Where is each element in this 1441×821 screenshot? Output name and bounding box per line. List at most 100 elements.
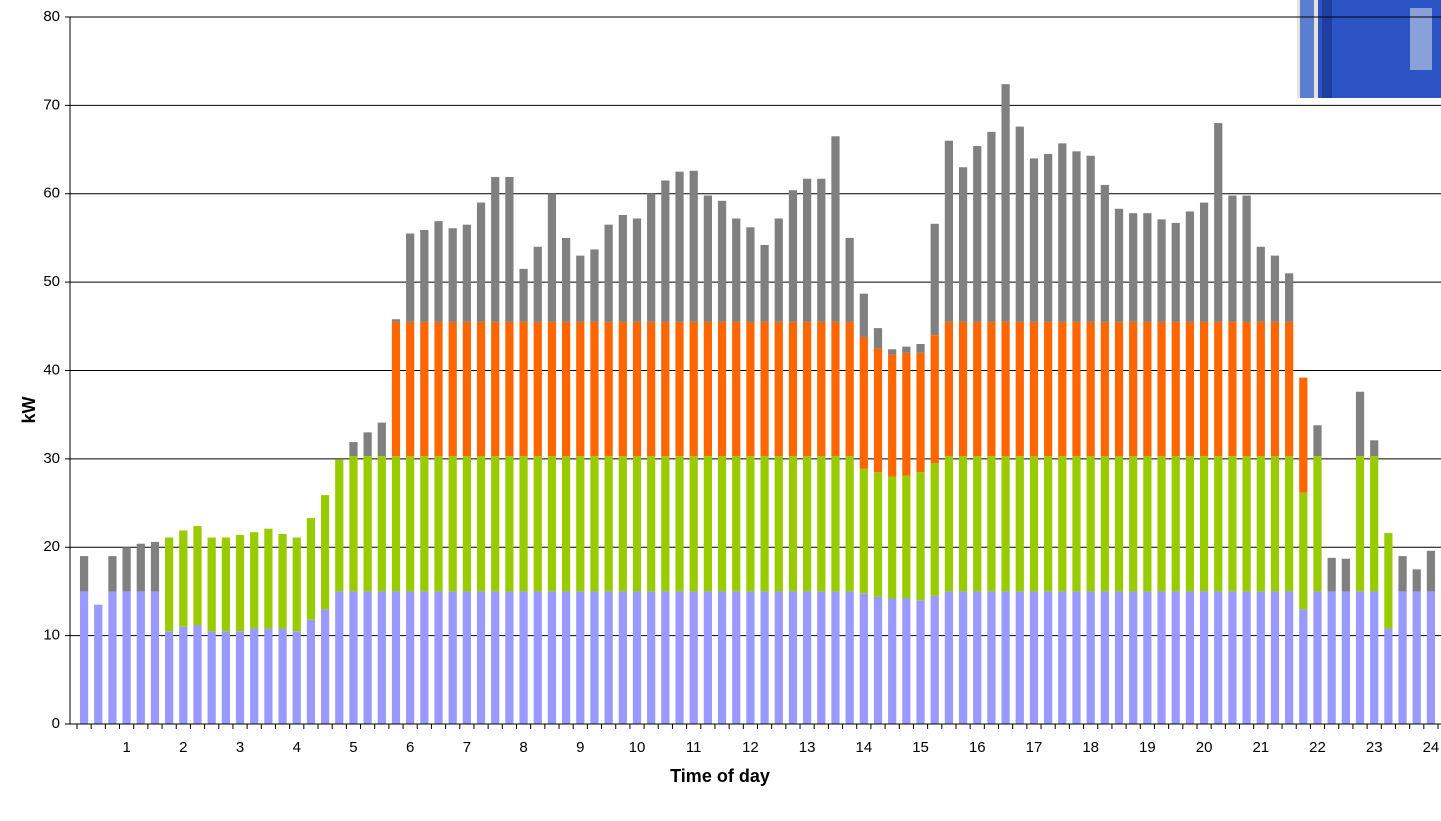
bar-segment xyxy=(1256,321,1265,457)
bar-segment xyxy=(888,476,897,599)
bar-segment xyxy=(760,245,769,322)
bar-segment xyxy=(377,591,386,724)
bar-segment xyxy=(1029,158,1039,322)
y-tick-label: 50 xyxy=(43,273,60,290)
bar-segment xyxy=(1270,591,1280,724)
bar-segment xyxy=(717,456,727,592)
bar-segment xyxy=(349,442,358,457)
bar-segment xyxy=(1100,591,1109,724)
bar-segment xyxy=(1058,456,1067,592)
bar-segment xyxy=(434,591,443,724)
bar-segment xyxy=(250,628,259,724)
bar-segment xyxy=(491,176,500,322)
y-tick-label: 70 xyxy=(43,96,60,113)
bar-segment xyxy=(1157,321,1166,457)
bar-segment xyxy=(561,591,571,724)
bar-segment xyxy=(1143,591,1152,724)
bar-segment xyxy=(859,336,868,469)
bar-segment xyxy=(448,321,457,457)
bar-segment xyxy=(1029,456,1039,592)
bar-segment xyxy=(689,591,698,724)
bar-segment xyxy=(590,456,599,592)
bar-segment xyxy=(604,456,613,592)
bar-segment xyxy=(377,422,386,457)
bar-segment xyxy=(1129,321,1138,457)
bar-segment xyxy=(1228,195,1237,322)
bar-segment xyxy=(1285,456,1294,592)
bar-segment xyxy=(987,321,996,457)
x-tick-label: 3 xyxy=(236,739,244,756)
y-tick-label: 40 xyxy=(43,361,60,378)
bar-segment xyxy=(1242,195,1251,322)
photo-shadow xyxy=(1322,0,1332,98)
bar-segment xyxy=(476,202,486,322)
bar-segment xyxy=(760,321,769,457)
bar-segment xyxy=(576,456,585,592)
bar-segment xyxy=(1114,208,1124,322)
y-tick-label: 30 xyxy=(43,450,60,467)
bar-segment xyxy=(987,456,996,592)
bar-segment xyxy=(476,456,486,592)
bar-segment xyxy=(831,136,840,322)
bar-segment xyxy=(590,249,599,322)
bar-segment xyxy=(1256,246,1265,322)
bar-segment xyxy=(973,321,982,457)
bar-segment xyxy=(363,456,372,592)
bar-segment xyxy=(958,167,968,322)
bar-segment xyxy=(377,456,386,592)
bar-segment xyxy=(689,456,698,592)
bar-segment xyxy=(335,459,344,592)
bar-segment xyxy=(1171,222,1180,322)
bar-segment xyxy=(930,223,939,336)
bar-segment xyxy=(604,591,613,724)
x-tick-label: 7 xyxy=(463,739,471,756)
bar-segment xyxy=(888,354,897,477)
bar-segment xyxy=(1242,321,1251,457)
bar-segment xyxy=(519,591,528,724)
bar-segment xyxy=(958,321,968,457)
bar-segment xyxy=(1355,591,1365,724)
bar-segment xyxy=(760,591,769,724)
photo-edge xyxy=(1300,0,1314,98)
bar-segment xyxy=(902,346,911,353)
y-tick-label: 10 xyxy=(43,627,60,644)
bar-segment xyxy=(391,456,401,592)
bar-segment xyxy=(689,170,698,322)
bar-segment xyxy=(916,472,925,601)
bar-segment xyxy=(434,456,443,592)
bar-segment xyxy=(1171,591,1180,724)
bar-segment xyxy=(1015,591,1024,724)
bar-segment xyxy=(292,537,301,632)
bar-segment xyxy=(235,631,245,724)
bar-segment xyxy=(774,591,783,724)
bar-segment xyxy=(1341,558,1350,592)
bar-segment xyxy=(193,526,202,626)
bar-segment xyxy=(930,595,939,724)
x-axis-title: Time of day xyxy=(670,766,770,786)
bar-segment xyxy=(1001,321,1010,457)
photo xyxy=(1297,0,1441,98)
bar-segment xyxy=(803,456,812,592)
bar-segment xyxy=(1355,391,1365,457)
bar-segment xyxy=(1100,321,1109,457)
bar-segment xyxy=(845,237,854,322)
bar-segment xyxy=(944,321,954,457)
bar-segment xyxy=(788,190,798,322)
bar-segment xyxy=(902,598,911,724)
bar-segment xyxy=(136,543,145,592)
bar-segment xyxy=(703,195,712,322)
bar-segment xyxy=(1086,456,1095,592)
bar-segment xyxy=(590,321,599,457)
bar-segment xyxy=(647,193,656,322)
bar-segment xyxy=(873,472,883,597)
bar-segment xyxy=(703,591,712,724)
x-tick-label: 20 xyxy=(1196,739,1213,756)
bar-segment xyxy=(335,591,344,724)
bar-segment xyxy=(533,456,542,592)
bar-segment xyxy=(1129,456,1138,592)
bar-segment xyxy=(817,591,826,724)
y-tick-label: 20 xyxy=(43,538,60,555)
bar-segment xyxy=(1100,456,1109,592)
bar-segment xyxy=(179,530,188,627)
bar-segment xyxy=(1072,151,1081,322)
